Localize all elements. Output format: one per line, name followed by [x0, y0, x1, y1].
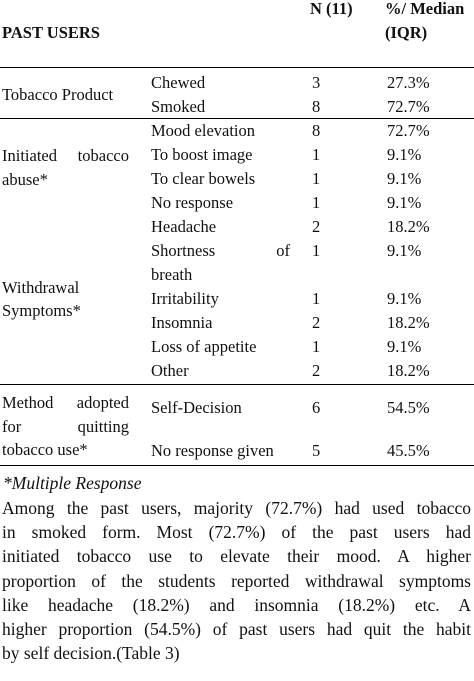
paragraph-line: like headache (18.2%) and insomnia (18.2…	[2, 594, 471, 615]
row-pct: 9.1%	[387, 289, 422, 308]
row-n: 6	[312, 398, 321, 417]
row-n: 5	[312, 441, 321, 460]
row-n: 1	[312, 193, 321, 212]
row-pct: 9.1%	[387, 193, 422, 212]
row-item: Shortness of	[151, 241, 290, 260]
row-pct: 9.1%	[387, 241, 422, 260]
row-n: 3	[312, 73, 321, 92]
group-label-initiated-line2: abuse*	[2, 170, 48, 189]
group-label-withdrawal-line1: Withdrawal	[2, 278, 80, 297]
row-item: Self-Decision	[151, 398, 242, 417]
row-pct: 9.1%	[387, 337, 422, 356]
row-pct: 18.2%	[387, 217, 430, 236]
group-label-method-line1: Method adopted	[2, 393, 129, 412]
paragraph-line: in smoked form. Most (72.7%) of the past…	[2, 522, 471, 543]
row-n: 2	[312, 217, 321, 236]
row-pct: 27.3%	[387, 73, 430, 92]
row-pct: 18.2%	[387, 361, 430, 380]
row-item: Irritability	[151, 289, 219, 308]
section-rule-1	[0, 118, 474, 119]
group-label-withdrawal-line2: Symptoms*	[2, 301, 81, 320]
row-item: Headache	[151, 217, 217, 236]
header-pct-line2: (IQR)	[385, 23, 428, 42]
paragraph-line: higher proportion (54.5%) of past users …	[2, 619, 471, 640]
row-pct: 9.1%	[387, 145, 422, 164]
row-item: No response	[151, 193, 234, 212]
row-item-continuation: breath	[151, 265, 193, 284]
row-pct: 54.5%	[387, 398, 430, 417]
row-n: 8	[312, 121, 321, 140]
row-n: 2	[312, 313, 321, 332]
row-n: 1	[312, 337, 321, 356]
row-pct: 9.1%	[387, 169, 422, 188]
row-pct: 72.7%	[387, 97, 430, 116]
header-rule	[0, 67, 474, 68]
group-label-method-line3: tobacco use*	[2, 440, 88, 459]
row-item: No response given	[151, 441, 274, 460]
row-n: 1	[312, 145, 321, 164]
row-pct: 45.5%	[387, 441, 430, 460]
group-label-method-line2: for quitting	[2, 417, 129, 436]
row-item: Smoked	[151, 97, 206, 116]
row-pct: 72.7%	[387, 121, 430, 140]
row-n: 8	[312, 97, 321, 116]
paragraph-line: Among the past users, majority (72.7%) h…	[2, 498, 471, 518]
paragraph-line: by self decision.(Table 3)	[2, 643, 180, 664]
row-item: Insomnia	[151, 313, 213, 332]
row-item: Chewed	[151, 73, 206, 92]
row-n: 1	[312, 169, 321, 188]
footnote: *Multiple Response	[3, 473, 142, 493]
header-pct-line1: %/ Median	[385, 0, 465, 18]
row-item: To clear bowels	[151, 169, 256, 188]
group-label-tobacco-product: Tobacco Product	[2, 85, 114, 104]
body-paragraph: Among the past users, majority (72.7%) h…	[2, 496, 471, 665]
table-bottom-rule	[0, 465, 474, 466]
paragraph-line: proportion of the students reported with…	[2, 570, 471, 591]
row-n: 1	[312, 241, 321, 260]
row-pct: 18.2%	[387, 313, 430, 332]
row-item: Loss of appetite	[151, 337, 257, 356]
row-item: Other	[151, 361, 189, 380]
row-n: 2	[312, 361, 321, 380]
section-rule-2	[0, 384, 474, 385]
row-item: Mood elevation	[151, 121, 256, 140]
header-n: N (11)	[310, 0, 353, 18]
header-past-users: PAST USERS	[2, 23, 100, 42]
row-n: 1	[312, 289, 321, 308]
row-item: To boost image	[151, 145, 253, 164]
paragraph-line: initiated tobacco use to elevate their m…	[2, 546, 471, 567]
group-label-initiated-line1: Initiated tobacco	[2, 146, 129, 165]
